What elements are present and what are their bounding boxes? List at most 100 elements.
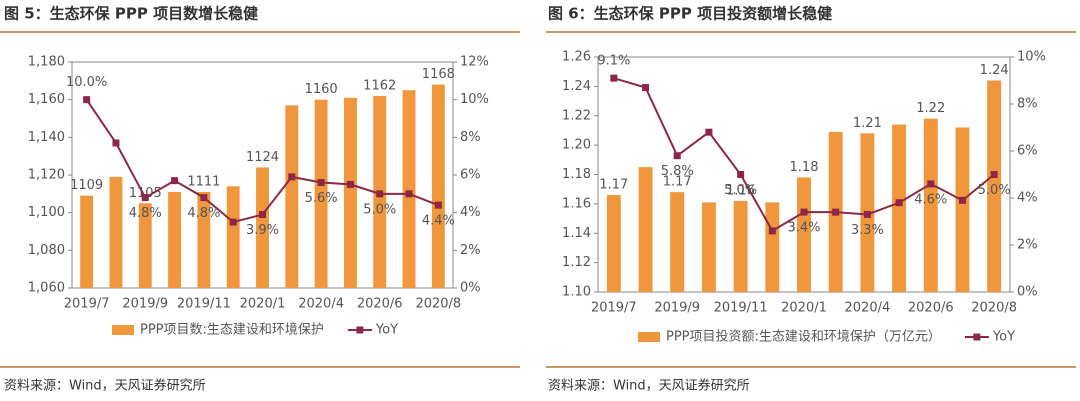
x-tick-label: 2020/6 [357,297,403,312]
y-tick-label: 1.12 [562,255,591,270]
y2-tick-label: 10% [1017,50,1046,65]
x-tick-label: 2019/9 [654,301,700,316]
line-marker [229,218,237,226]
line-marker [927,180,935,188]
x-tick-label: 2020/6 [908,301,954,316]
x-tick-label: 2020/1 [781,301,827,316]
y2-tick-label: 10% [460,92,489,107]
line-label: 4.6% [914,192,947,207]
bar-label: 1.21 [853,116,882,131]
y2-tick-label: 2% [1017,238,1038,253]
line-label: 5.0% [978,183,1011,198]
source: 资料来源：Wind，天风证券研究所 [4,378,206,394]
line-label: 5.6% [305,191,338,206]
line-marker [83,96,91,104]
x-tick-label: 2019/7 [64,297,110,312]
line-label: 9.1% [597,54,630,69]
legend-label: YoY [375,323,398,338]
bar [402,90,416,288]
y2-tick-label: 0% [1017,285,1038,300]
y2-tick-label: 6% [460,168,481,183]
bar [80,195,94,288]
y2-tick-label: 4% [460,205,481,220]
y-tick-label: 1.22 [562,108,591,123]
y2-tick-label: 6% [1017,144,1038,159]
source: 资料来源：Wind，天风证券研究所 [548,378,750,394]
line-label: 3.4% [787,221,820,236]
bar-label: 1.17 [663,175,692,190]
line-label: 3.9% [246,223,279,238]
line-marker [259,211,266,219]
y-tick-label: 1,120 [28,168,65,183]
y-tick-label: 1,160 [28,92,65,107]
bar [314,99,328,289]
legend-label: PPP项目数:生态建设和环境保护 [140,323,324,338]
bar [138,203,152,288]
bar [109,176,123,288]
line-label: 4.8% [129,206,162,221]
line-marker [112,139,120,147]
bar [606,195,621,292]
x-tick-label: 2020/4 [845,301,891,316]
line-label: 5.0% [363,202,396,217]
bar [987,80,1002,292]
bar [431,84,445,288]
line-label: 4.4% [422,214,455,229]
y-tick-label: 1,100 [28,205,65,220]
legend-swatch [112,325,134,335]
line-label: 5.0% [724,183,757,198]
bar [733,200,748,292]
bar [892,124,907,292]
y-tick-label: 1.10 [562,285,591,300]
y2-tick-label: 0% [460,281,481,296]
y-tick-label: 1,060 [28,281,65,296]
line-marker [376,190,384,198]
x-tick-label: 2020/8 [971,301,1017,316]
x-tick-label: 2019/11 [714,301,768,316]
line-marker [200,194,208,202]
line-marker [832,208,840,216]
x-tick-label: 2020/1 [240,297,286,312]
bar-label: 1124 [246,150,279,165]
line-marker [768,227,776,235]
bar-label: 1168 [422,67,455,82]
line-marker [288,173,296,181]
bar [256,167,269,288]
y2-tick-label: 8% [460,130,481,145]
x-tick-label: 2020/8 [415,297,461,312]
bar-label: 1.24 [980,63,1009,78]
line-marker [642,84,650,92]
x-tick-label: 2019/11 [177,297,231,312]
line-label: 10.0% [66,75,107,90]
line-marker [705,128,713,136]
legend-swatch [638,332,660,342]
bar [797,177,811,292]
y-tick-label: 1,140 [28,130,65,145]
line-marker [800,208,808,216]
bar [638,167,653,292]
bar [670,192,685,292]
legend-swatch [356,326,364,334]
line-marker [346,180,354,188]
line-marker [405,190,413,198]
line-marker [610,74,618,82]
bar-label: 1105 [129,186,162,201]
bar [701,202,716,292]
line-marker [863,210,871,218]
bar-label: 1.17 [599,178,628,193]
y2-tick-label: 12% [460,55,489,70]
bar [923,118,938,292]
y-tick-label: 1,080 [28,243,65,258]
bar [168,191,182,288]
y2-tick-label: 4% [1017,191,1038,206]
bar [285,105,299,288]
x-tick-label: 2019/9 [122,297,168,312]
bar-label: 1160 [305,82,338,97]
line-label: 3.3% [851,223,884,238]
bar-label: 1162 [363,78,396,93]
bar [765,202,780,292]
y2-tick-label: 8% [1017,97,1038,112]
bar-label: 1.18 [790,160,819,175]
line-marker [737,171,745,178]
